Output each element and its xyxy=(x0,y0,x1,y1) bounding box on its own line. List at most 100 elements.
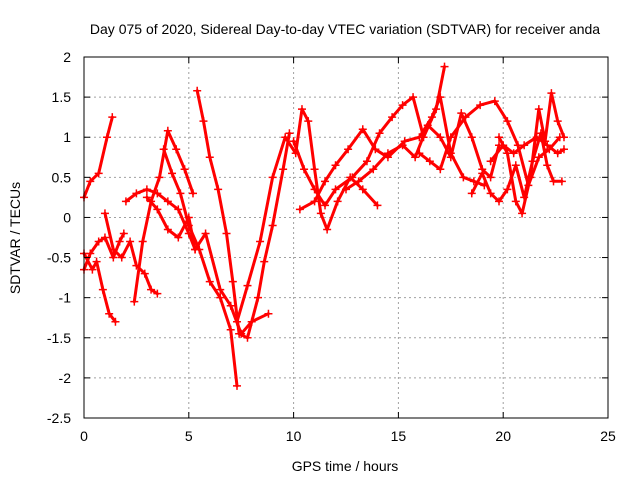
data-point-marker xyxy=(235,329,244,338)
grid-lines xyxy=(84,57,608,418)
x-tick-label: 15 xyxy=(391,428,407,444)
data-point-marker xyxy=(86,249,95,258)
data-point-marker xyxy=(300,165,309,174)
data-point-marker xyxy=(132,189,141,198)
data-point-marker xyxy=(534,153,543,162)
y-tick-label: 0 xyxy=(63,209,71,225)
data-point-marker xyxy=(216,293,225,302)
data-point-marker xyxy=(423,121,432,130)
data-point-marker xyxy=(383,149,392,158)
data-point-marker xyxy=(163,197,172,206)
data-point-marker xyxy=(331,161,340,170)
data-point-marker xyxy=(331,185,340,194)
y-tick-label: -0.5 xyxy=(47,250,71,266)
data-point-marker xyxy=(155,173,164,182)
series-arc-10 xyxy=(233,105,382,326)
data-point-marker xyxy=(333,197,342,206)
data-point-marker xyxy=(100,233,109,242)
data-point-marker xyxy=(486,189,495,198)
data-point-marker xyxy=(371,145,380,154)
series-arc-1 xyxy=(80,113,117,202)
chart-title: Day 075 of 2020, Sidereal Day-to-day VTE… xyxy=(90,21,600,37)
y-tick-label: 0.5 xyxy=(52,169,72,185)
series-line xyxy=(162,147,239,388)
data-point-marker xyxy=(348,173,357,182)
data-point-marker xyxy=(199,117,208,126)
series-line xyxy=(103,211,159,296)
data-point-marker xyxy=(142,185,151,194)
data-point-marker xyxy=(509,149,518,158)
data-point-marker xyxy=(503,185,512,194)
data-point-marker xyxy=(94,237,103,246)
axis-ticks xyxy=(83,56,609,419)
series-arc-4 xyxy=(100,209,162,298)
y-tick-label: 1.5 xyxy=(52,89,72,105)
data-point-marker xyxy=(163,225,172,234)
data-point-marker xyxy=(310,165,319,174)
data-point-marker xyxy=(130,297,139,306)
data-point-marker xyxy=(553,149,562,158)
data-point-marker xyxy=(142,193,151,202)
y-axis-label: SDTVAR / TECUs xyxy=(7,182,23,294)
y-tick-label: -1 xyxy=(59,290,72,306)
data-point-marker xyxy=(511,197,520,206)
data-point-marker xyxy=(436,93,445,102)
data-point-marker xyxy=(153,205,162,214)
series-line xyxy=(470,131,564,203)
data-point-marker xyxy=(92,257,101,266)
x-tick-label: 25 xyxy=(600,428,616,444)
data-point-marker xyxy=(310,197,319,206)
data-point-marker xyxy=(543,141,552,150)
data-point-marker xyxy=(100,209,109,218)
data-point-marker xyxy=(520,141,529,150)
data-point-marker xyxy=(375,129,384,138)
data-point-marker xyxy=(253,293,262,302)
data-point-marker xyxy=(115,237,124,246)
y-tick-label: 2 xyxy=(63,49,71,65)
data-point-marker xyxy=(243,281,252,290)
data-point-marker xyxy=(172,145,181,154)
data-point-marker xyxy=(233,317,242,326)
data-point-marker xyxy=(425,157,434,166)
data-point-marker xyxy=(264,309,273,318)
data-point-marker xyxy=(316,209,325,218)
data-point-marker xyxy=(297,105,306,114)
data-point-marker xyxy=(260,257,269,266)
y-tick-label: -1.5 xyxy=(47,330,71,346)
data-point-marker xyxy=(281,133,290,142)
data-point-marker xyxy=(457,109,466,118)
data-point-marker xyxy=(476,101,485,110)
data-point-marker xyxy=(256,237,265,246)
data-point-marker xyxy=(295,205,304,214)
data-point-marker xyxy=(344,145,353,154)
data-point-marker xyxy=(184,221,193,230)
data-point-marker xyxy=(233,381,242,390)
data-point-marker xyxy=(495,133,504,142)
data-point-marker xyxy=(86,177,95,186)
data-point-marker xyxy=(461,113,470,122)
tick-labels: 0 5 10 15 20 25 -2.5 -2 -1.5 -1 -0.5 0 0.5 1 1.5 2 xyxy=(47,49,616,444)
data-point-marker xyxy=(214,185,223,194)
series-line xyxy=(124,187,197,251)
data-point-marker xyxy=(354,177,363,186)
data-point-marker xyxy=(398,141,407,150)
data-point-marker xyxy=(559,145,568,154)
data-point-marker xyxy=(400,137,409,146)
series-arc-9 xyxy=(193,86,294,342)
data-point-marker xyxy=(147,285,156,294)
data-point-marker xyxy=(180,165,189,174)
data-point-marker xyxy=(168,169,177,178)
data-point-marker xyxy=(459,173,468,182)
data-point-marker xyxy=(228,277,237,286)
data-point-marker xyxy=(138,237,147,246)
series-line xyxy=(344,111,501,191)
data-point-marker xyxy=(503,117,512,126)
data-point-marker xyxy=(174,205,183,214)
data-point-marker xyxy=(446,153,455,162)
data-point-marker xyxy=(518,209,527,218)
data-point-marker xyxy=(549,177,558,186)
x-axis-label: GPS time / hours xyxy=(292,458,399,474)
data-point-marker xyxy=(94,169,103,178)
data-point-marker xyxy=(358,125,367,134)
